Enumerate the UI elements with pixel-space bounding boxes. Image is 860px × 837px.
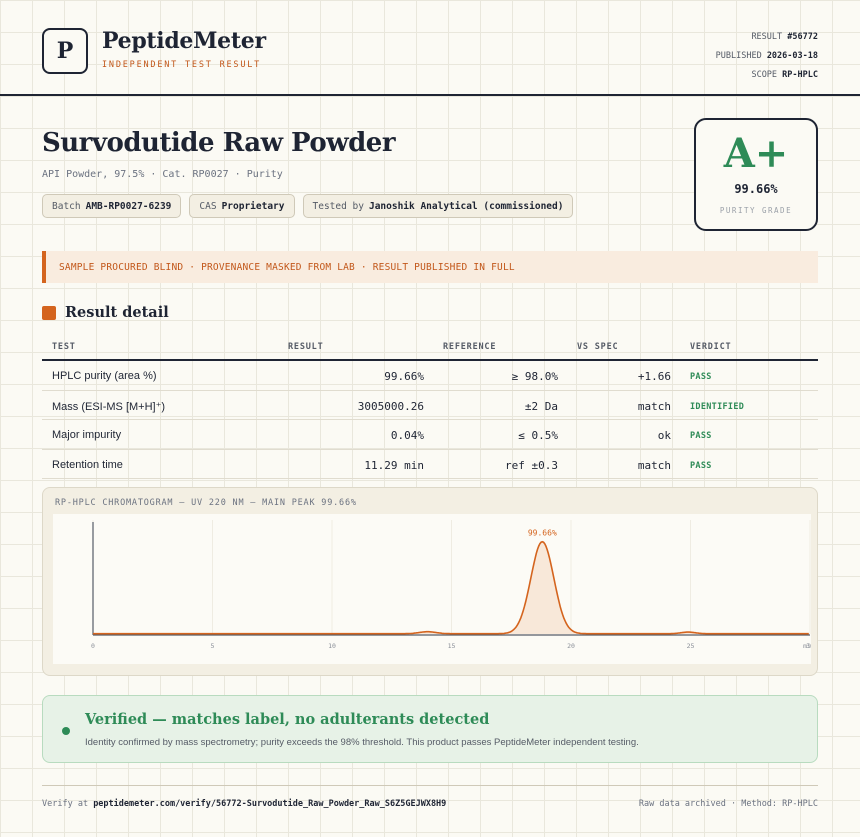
verified-title: Verified — matches label, no adulterants… xyxy=(85,711,490,728)
x-tick-label: 30 xyxy=(806,642,811,650)
cell-test: Mass (ESI-MS [M+H]⁺) xyxy=(52,400,166,413)
grade-label: PURITY GRADE xyxy=(719,206,793,215)
cell-verdict: IDENTIFIED xyxy=(690,401,745,412)
brand-tagline: INDEPENDENT TEST RESULT xyxy=(102,60,262,70)
product-subtitle: API Powder, 97.5% · Cat. RP0027 · Purity xyxy=(42,169,283,180)
cell-result: 11.29 min xyxy=(364,458,424,472)
series-line xyxy=(93,540,809,635)
cell-result: 0.04% xyxy=(390,429,424,442)
logo[interactable]: P xyxy=(42,28,88,74)
cell-test: Major impurity xyxy=(52,429,122,441)
tested-by-chip: Tested by Janoshik Analytical (commission… xyxy=(302,194,574,218)
table-row: Retention time 11.29 min ref ±0.3 match … xyxy=(42,450,818,479)
verified-panel: Verified — matches label, no adulterants… xyxy=(42,695,818,763)
cell-verdict: PASS xyxy=(690,460,712,471)
header-reference: REFERENCE xyxy=(443,342,497,352)
table-row: Major impurity 0.04% ≤ 0.5% ok PASS xyxy=(42,420,818,450)
grade-percent: 99.66% xyxy=(734,182,778,196)
x-tick-label: 25 xyxy=(687,642,695,650)
table-row: HPLC purity (area %) 99.66% ≥ 98.0% +1.6… xyxy=(42,361,818,391)
header-verdict: VERDICT xyxy=(690,342,732,352)
meta-result: RESULT #56772 xyxy=(751,32,818,42)
x-tick-label: 0 xyxy=(91,642,95,650)
section-marker xyxy=(42,306,56,320)
purity-grade-card: A+ 99.66% PURITY GRADE xyxy=(694,118,818,231)
header-result: RESULT xyxy=(288,342,324,352)
cell-reference: ref ±0.3 xyxy=(505,458,558,472)
cell-result: 99.66% xyxy=(384,370,424,383)
meta-published: PUBLISHED 2026-03-18 xyxy=(715,51,818,61)
cell-vs-spec: +1.66 xyxy=(637,370,671,383)
product-title: Survodutide Raw Powder xyxy=(42,128,396,158)
cell-vs-spec: ok xyxy=(657,429,671,442)
x-tick-label: 15 xyxy=(448,642,456,650)
page-header: P PeptideMeter INDEPENDENT TEST RESULT R… xyxy=(0,0,860,96)
x-tick-label: 5 xyxy=(211,642,215,650)
peak-label: 99.66% xyxy=(528,529,557,538)
verified-description: Identity confirmed by mass spectrometry;… xyxy=(85,737,639,748)
cell-vs-spec: match xyxy=(637,458,671,472)
table-header: TEST RESULT REFERENCE VS SPEC VERDICT xyxy=(42,337,818,361)
cell-vs-spec: match xyxy=(637,399,671,413)
footer-method: Raw data archived · Method: RP-HPLC xyxy=(638,799,818,809)
meta-scope: SCOPE RP-HPLC xyxy=(751,70,818,80)
cell-result: 3005000.26 xyxy=(357,399,424,413)
cell-reference: ±2 Da xyxy=(524,399,558,413)
product-chips: Batch AMB-RP0027-6239 CAS Proprietary Test… xyxy=(42,194,574,218)
brand-name: PeptideMeter xyxy=(102,28,266,54)
footer-verify: Verify at peptidemeter.com/verify/56772-… xyxy=(42,799,447,809)
x-tick-label: 10 xyxy=(328,642,336,650)
cell-verdict: PASS xyxy=(690,372,712,382)
chart-title: RP-HPLC CHROMATOGRAM — UV 220 NM — MAIN … xyxy=(55,498,357,508)
chart-plot-area: 99.66% 0 5 10 15 20 25 30min xyxy=(53,514,811,664)
header-test: TEST xyxy=(52,342,76,352)
blind-sample-banner: SAMPLE PROCURED BLIND · PROVENANCE MASKE… xyxy=(42,251,818,283)
header-vs-spec: VS SPEC xyxy=(577,342,619,352)
footer-divider xyxy=(42,785,818,786)
result-meta: RESULT #56772 PUBLISHED 2026-03-18 SCOPE… xyxy=(716,28,818,85)
grade-letter: A+ xyxy=(723,130,789,177)
cell-reference: ≤ 0.5% xyxy=(518,429,558,442)
table-row: Mass (ESI-MS [M+H]⁺) 3005000.26 ±2 Da ma… xyxy=(42,391,818,420)
cell-reference: ≥ 98.0% xyxy=(511,370,558,383)
section-title: Result detail xyxy=(65,304,169,321)
cas-chip: CAS Proprietary xyxy=(189,194,295,218)
x-unit-label: min xyxy=(803,642,811,650)
chromatogram-svg: 99.66% 0 5 10 15 20 25 30min xyxy=(91,520,811,650)
batch-chip: Batch AMB-RP0027-6239 xyxy=(42,194,182,218)
verify-link[interactable]: peptidemeter.com/verify/56772-Survodutid… xyxy=(93,799,447,809)
cell-test: HPLC purity (area %) xyxy=(52,370,157,382)
cell-test: Retention time xyxy=(52,458,123,471)
chromatogram-card: RP-HPLC CHROMATOGRAM — UV 220 NM — MAIN … xyxy=(42,487,818,676)
cell-verdict: PASS xyxy=(690,431,712,441)
result-table: TEST RESULT REFERENCE VS SPEC VERDICT HP… xyxy=(42,337,818,479)
x-tick-label: 20 xyxy=(567,642,575,650)
verified-status-icon xyxy=(62,727,70,735)
